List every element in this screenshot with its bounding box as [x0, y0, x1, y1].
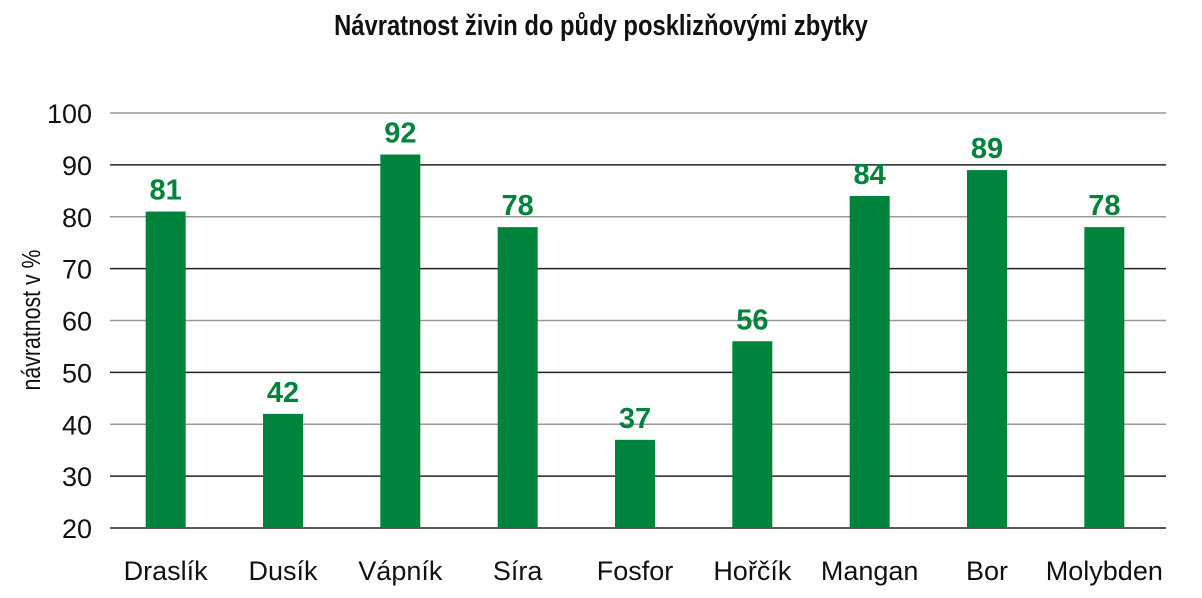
y-axis-label: návratnost v % — [17, 250, 47, 391]
data-label: 81 — [150, 175, 182, 207]
data-labels: 81 42 92 78 37 56 84 89 78 — [150, 118, 1121, 435]
category-label: Dusík — [248, 556, 318, 586]
y-tick-label: 70 — [62, 255, 92, 285]
y-tick-labels: 20 30 40 50 60 70 80 90 100 — [47, 99, 92, 544]
bar — [732, 341, 773, 528]
data-label: 78 — [1088, 190, 1120, 222]
bar — [849, 196, 890, 528]
data-label: 56 — [736, 304, 768, 336]
category-label: Molybden — [1046, 556, 1163, 586]
data-label: 92 — [384, 118, 416, 150]
data-label: 78 — [502, 190, 534, 222]
bar — [145, 211, 186, 528]
bar — [1084, 227, 1125, 528]
bar — [380, 154, 421, 528]
category-label: Vápník — [358, 556, 443, 586]
chart-title: Návratnost živin do půdy posklizňovými z… — [334, 10, 868, 42]
bar — [263, 413, 303, 528]
category-label: Hořčík — [713, 556, 792, 586]
bar — [497, 227, 538, 528]
data-label: 89 — [971, 133, 1003, 165]
category-labels: Draslík Dusík Vápník Síra Fosfor Hořčík Mangan… — [124, 556, 1163, 586]
y-tick-label: 100 — [47, 99, 92, 129]
y-tick-label: 30 — [62, 462, 92, 492]
category-label: Mangan — [821, 556, 919, 586]
y-tick-label: 50 — [62, 358, 92, 388]
category-label: Fosfor — [597, 556, 674, 586]
bar — [615, 439, 655, 528]
y-tick-label: 20 — [62, 514, 92, 544]
y-tick-label: 90 — [62, 151, 92, 181]
data-label: 84 — [854, 159, 886, 191]
y-tick-label: 40 — [62, 410, 92, 440]
data-label: 37 — [619, 403, 651, 435]
y-tick-label: 80 — [62, 203, 92, 233]
category-label: Bor — [966, 556, 1008, 586]
category-label: Draslík — [124, 556, 209, 586]
y-tick-label: 60 — [62, 307, 92, 337]
bar — [967, 170, 1007, 528]
data-label: 42 — [267, 377, 299, 409]
category-label: Síra — [493, 556, 544, 586]
bars — [145, 154, 1125, 528]
